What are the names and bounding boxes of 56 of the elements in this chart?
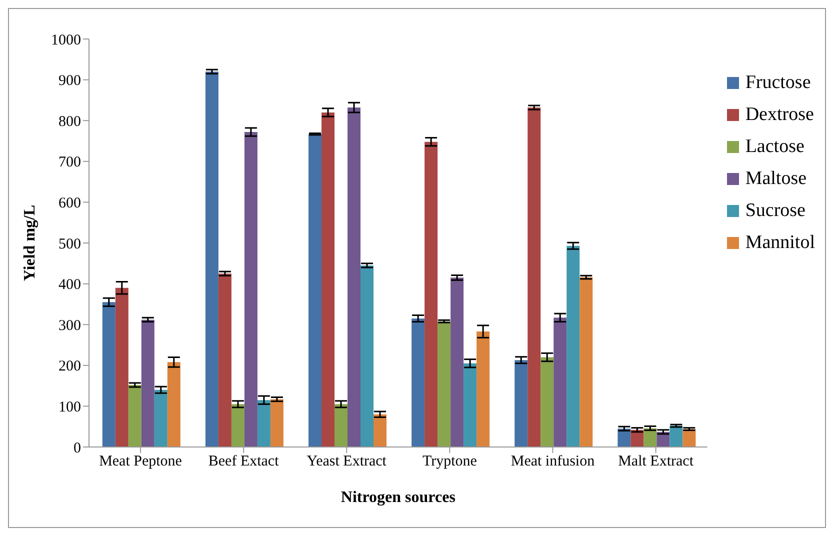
legend-label: Lactose	[745, 135, 804, 159]
legend-label: Fructose	[745, 71, 811, 95]
y-tick-label: 800	[58, 114, 81, 130]
y-tick-label: 400	[58, 277, 81, 294]
bar	[424, 142, 438, 447]
bar	[115, 288, 128, 447]
bar	[308, 134, 322, 447]
bar	[374, 414, 387, 447]
y-tick-label: 300	[58, 318, 81, 334]
bar	[580, 277, 593, 447]
bar	[128, 384, 142, 447]
y-axis-title: Yield mg/L	[22, 204, 39, 282]
y-tick-label: 900	[58, 73, 81, 90]
legend-label: Mannitol	[745, 231, 815, 255]
bar	[334, 404, 348, 447]
bar	[450, 278, 464, 447]
bar	[218, 274, 232, 447]
y-tick-label: 200	[58, 358, 81, 375]
x-tick-label: Meat Peptone	[99, 454, 182, 470]
bar	[514, 360, 528, 447]
y-tick-label: 700	[58, 154, 81, 171]
bar	[257, 400, 270, 447]
x-axis-title: Nitrogen sources	[340, 489, 456, 506]
legend-label: Dextrose	[745, 103, 814, 127]
legend-label: Maltose	[745, 167, 807, 191]
x-tick-label: Malt Extract	[618, 454, 694, 470]
y-tick-label: 1000	[51, 32, 81, 48]
y-tick-label: 0	[74, 440, 81, 456]
bar	[167, 362, 180, 447]
bar	[270, 399, 284, 447]
x-tick-label: Beef Extact	[208, 454, 280, 470]
bar	[141, 320, 154, 447]
y-tick-label: 100	[58, 400, 81, 416]
bar	[540, 357, 554, 447]
bar	[412, 318, 425, 447]
x-tick-label: Yeast Extract	[306, 454, 388, 470]
x-tick-label: Meat infusion	[510, 454, 596, 470]
bar	[554, 318, 567, 447]
bar	[476, 332, 490, 447]
bar	[231, 404, 244, 447]
bar	[348, 108, 361, 447]
bar	[102, 302, 116, 447]
bar	[205, 72, 218, 447]
bar	[566, 246, 580, 447]
bar	[360, 265, 374, 447]
bar	[322, 112, 335, 447]
bar	[244, 132, 258, 447]
x-tick-label: Tryptone	[422, 454, 478, 470]
y-tick-label: 600	[58, 196, 81, 212]
bar	[656, 432, 670, 447]
bar	[464, 363, 477, 447]
legend-label: Sucrose	[745, 199, 806, 223]
bar	[528, 108, 541, 447]
bar	[438, 321, 451, 447]
bar	[154, 390, 168, 447]
y-tick-label: 500	[58, 236, 81, 252]
